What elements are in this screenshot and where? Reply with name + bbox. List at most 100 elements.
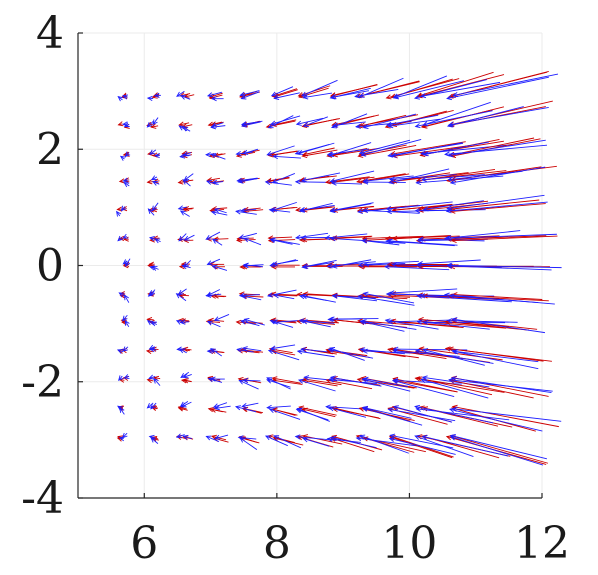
arrow-blue: [238, 436, 257, 440]
arrow-blue: [269, 408, 301, 420]
arrow-blue-head: [357, 262, 364, 268]
arrow-blue: [270, 344, 296, 350]
arrow-blue: [122, 346, 129, 352]
arrow-blue: [240, 90, 260, 96]
arrow-blue-head: [389, 176, 395, 182]
arrow-blue: [274, 294, 295, 300]
arrow-red: [417, 74, 505, 98]
arrow-blue-head: [355, 436, 362, 442]
arrow-blue-head: [422, 348, 429, 354]
arrow-blue-head: [206, 320, 213, 326]
arrow-blue: [328, 142, 372, 157]
arrow-blue-head: [272, 319, 279, 325]
arrow-blue-head: [302, 122, 309, 127]
arrow-blue-head: [266, 404, 273, 410]
arrow-blue: [243, 264, 263, 268]
arrow-blue: [331, 90, 370, 98]
arrow-blue-head: [147, 291, 154, 297]
arrow-blue: [363, 292, 415, 304]
arrow-blue: [355, 88, 399, 98]
arrow-blue: [184, 234, 195, 241]
arrow-red: [181, 348, 190, 352]
arrow-red: [449, 199, 540, 210]
arrow-red: [332, 235, 373, 239]
arrow-red: [326, 379, 373, 390]
y-tick-label: -4: [21, 473, 64, 524]
arrow-red: [178, 406, 187, 410]
arrow-red: [358, 348, 419, 359]
arrow-red: [181, 320, 190, 322]
arrow-blue: [325, 233, 368, 239]
arrow-blue-head: [242, 149, 249, 155]
arrow-blue: [392, 380, 455, 397]
arrow-blue-head: [146, 122, 153, 128]
arrow-red-head: [330, 92, 337, 98]
arrow-blue-head: [120, 205, 127, 212]
arrow-blue-head: [242, 262, 249, 268]
arrow-blue-head: [388, 290, 395, 296]
arrow-blue: [450, 166, 546, 184]
arrow-blue-head: [211, 264, 218, 270]
arrow-blue-head: [362, 178, 369, 184]
arrow-blue-head: [451, 317, 458, 323]
arrow-red: [325, 176, 370, 183]
arrow-blue-head: [211, 179, 218, 185]
arrow-red: [450, 203, 546, 212]
arrow-blue-head: [182, 151, 189, 157]
arrow-red: [214, 295, 227, 297]
arrow-blue: [176, 90, 185, 97]
arrow-blue-head: [328, 316, 335, 322]
arrow-blue-head: [151, 205, 157, 212]
arrow-blue: [237, 177, 258, 182]
arrow-red: [359, 407, 415, 421]
arrow-blue-head: [175, 320, 182, 325]
arrow-blue: [388, 408, 456, 422]
arrow-blue-head: [296, 407, 303, 413]
arrow-blue-head: [207, 377, 214, 383]
arrow-blue: [183, 435, 193, 439]
arrow-blue-head: [449, 435, 456, 441]
arrow-blue: [242, 148, 259, 155]
arrow-blue-head: [117, 349, 123, 354]
arrow-red: [452, 406, 559, 428]
arrow-blue-head: [122, 259, 129, 265]
arrow-blue: [415, 435, 474, 457]
arrow-blue-head: [269, 237, 276, 243]
arrow-blue: [444, 294, 555, 305]
arrow-blue-head: [116, 210, 122, 217]
arrow-red: [266, 176, 290, 182]
arrow-red: [417, 71, 494, 97]
arrow-red: [392, 145, 470, 157]
arrow-blue-head: [210, 348, 216, 354]
arrow-blue-head: [150, 403, 156, 410]
arrow-blue-head: [205, 435, 212, 441]
arrow-blue-head: [301, 177, 308, 183]
arrow-blue: [300, 204, 335, 211]
arrow-blue: [448, 107, 549, 126]
arrow-blue: [415, 110, 493, 127]
arrow-blue-head: [238, 292, 245, 299]
arrow-blue: [182, 126, 191, 132]
arrow-red-head: [330, 436, 337, 442]
arrow-blue: [423, 349, 485, 366]
arrow-blue-head: [327, 347, 334, 353]
arrow-blue-head: [176, 91, 182, 97]
arrow-blue: [152, 117, 159, 125]
arrow-red: [272, 379, 303, 385]
arrow-red-head: [120, 318, 127, 324]
arrow-blue: [152, 181, 160, 185]
arrow-blue: [205, 231, 221, 240]
arrow-red: [272, 350, 296, 356]
arrow-blue: [270, 115, 301, 125]
arrow-red: [445, 347, 552, 362]
arrow-red-head: [387, 347, 394, 353]
arrow-blue: [453, 350, 539, 363]
arrow-blue-head: [264, 435, 271, 441]
arrow-blue-head: [267, 349, 274, 355]
arrow-blue: [237, 348, 254, 353]
arrow-blue-head: [360, 151, 367, 157]
arrow-blue: [238, 177, 259, 183]
arrow-blue-head: [146, 95, 153, 102]
arrow-red: [389, 320, 464, 329]
arrow-blue: [420, 144, 513, 155]
